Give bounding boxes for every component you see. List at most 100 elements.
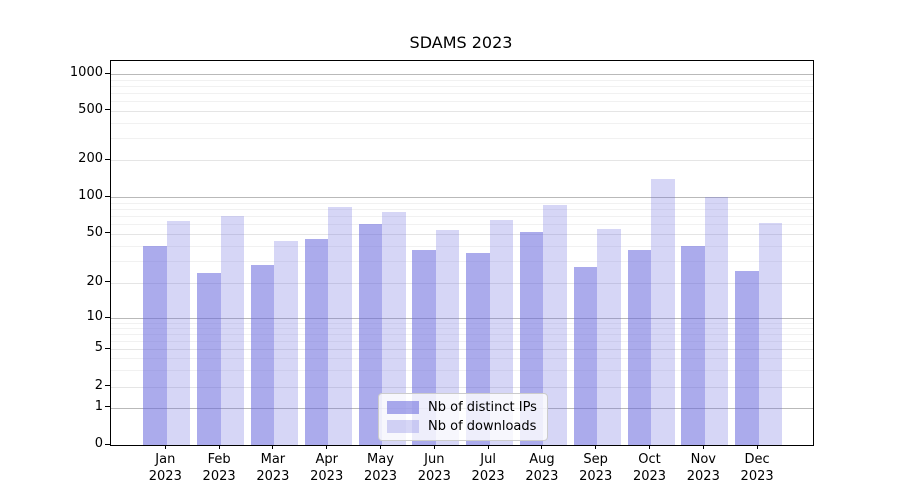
gridline-major-5 [111, 349, 813, 351]
x-tick-mark-jun [433, 445, 435, 449]
gridline-minor-70 [111, 215, 813, 217]
gridline-major-10 [111, 318, 813, 320]
bar-downloads-may [382, 212, 406, 445]
legend-label-downloads: Nb of downloads [428, 419, 537, 434]
legend: Nb of distinct IPs Nb of downloads [378, 393, 548, 441]
gridline-minor-9 [111, 322, 813, 324]
bar-downloads-jan [166, 220, 191, 445]
x-tick-label-sep: Sep 2023 [579, 452, 613, 484]
bar-distinct-ips-jan [143, 245, 167, 445]
bar-downloads-aug [543, 205, 567, 445]
x-tick-mark-apr [326, 445, 328, 449]
gridline-minor-4 [111, 358, 813, 360]
y-tick-mark-200 [105, 158, 110, 160]
gridline-minor-900 [111, 79, 813, 81]
x-tick-label-may: May 2023 [363, 452, 398, 484]
x-tick-mark-mar [272, 445, 274, 449]
bar-distinct-ips-aug [519, 231, 544, 445]
y-tick-label-1: 1 [94, 398, 103, 414]
x-tick-label-jan: Jan 2023 [148, 452, 182, 484]
gridline-minor-700 [111, 93, 813, 95]
plot-area: Nb of distinct IPs Nb of downloads [110, 60, 814, 446]
gridline-major-1000 [111, 74, 813, 76]
y-tick-label-1000: 1000 [69, 65, 103, 81]
x-tick-mark-oct [649, 445, 650, 449]
gridline-minor-7 [111, 334, 813, 336]
bar-downloads-apr [328, 206, 352, 445]
x-tick-label-jun: Jun 2023 [417, 452, 451, 484]
x-tick-label-feb: Feb 2023 [202, 452, 236, 484]
x-tick-label-oct: Oct 2023 [632, 452, 667, 484]
gridline-minor-30 [111, 261, 813, 262]
y-tick-mark-1000 [105, 72, 110, 74]
y-tick-label-10: 10 [86, 309, 103, 325]
bar-downloads-dec [758, 223, 783, 445]
x-tick-label-aug: Aug 2023 [525, 452, 559, 484]
gridline-major-500 [111, 110, 813, 112]
chart-title: SDAMS 2023 [409, 33, 513, 52]
x-tick-mark-may [380, 445, 381, 449]
gridline-major-100 [111, 197, 813, 198]
x-tick-mark-jan [164, 445, 166, 449]
gridline-minor-300 [111, 138, 813, 140]
y-tick-label-5: 5 [94, 340, 103, 356]
x-tick-mark-feb [218, 445, 220, 449]
legend-entry-downloads: Nb of downloads [387, 419, 537, 434]
bar-distinct-ips-dec [735, 270, 759, 445]
x-tick-label-dec: Dec 2023 [740, 452, 774, 484]
gridline-minor-40 [111, 245, 813, 247]
x-tick-mark-sep [595, 445, 597, 449]
y-tick-mark-10 [105, 316, 110, 318]
x-tick-mark-jul [487, 445, 489, 449]
gridline-minor-8 [111, 328, 813, 330]
y-tick-label-500: 500 [78, 101, 103, 117]
bar-distinct-ips-oct [627, 249, 651, 445]
bar-downloads-feb [220, 215, 245, 445]
y-tick-mark-0 [105, 443, 110, 445]
legend-entry-distinct-ips: Nb of distinct IPs [387, 400, 537, 415]
bar-downloads-mar [274, 240, 298, 445]
y-tick-mark-20 [105, 281, 110, 283]
y-tick-mark-5 [105, 347, 110, 349]
bar-downloads-jun [435, 229, 460, 445]
bar-distinct-ips-sep [573, 266, 598, 445]
x-tick-mark-aug [541, 445, 543, 449]
x-tick-label-mar: Mar 2023 [256, 452, 290, 484]
x-tick-mark-dec [756, 445, 758, 449]
bar-distinct-ips-feb [197, 272, 221, 445]
legend-label-distinct-ips: Nb of distinct IPs [428, 400, 537, 415]
bar-downloads-jul [489, 219, 514, 445]
gridline-minor-600 [111, 101, 813, 103]
gridline-minor-80 [111, 208, 813, 210]
bar-distinct-ips-mar [250, 264, 275, 445]
bar-distinct-ips-nov [681, 245, 705, 445]
y-tick-mark-2 [105, 385, 110, 387]
bar-downloads-nov [704, 197, 729, 445]
legend-swatch-distinct-ips-icon [387, 401, 419, 414]
gridline-minor-6 [111, 341, 813, 343]
y-tick-label-200: 200 [78, 151, 103, 167]
y-tick-label-100: 100 [78, 188, 103, 203]
y-tick-label-2: 2 [94, 377, 103, 393]
gridline-minor-800 [111, 85, 813, 87]
x-tick-mark-nov [702, 445, 704, 449]
gridline-major-2 [111, 386, 813, 388]
gridline-minor-3 [111, 370, 813, 372]
x-tick-label-jul: Jul 2023 [471, 452, 505, 484]
legend-swatch-downloads-icon [387, 420, 419, 433]
gridline-major-20 [111, 282, 813, 284]
x-tick-label-apr: Apr 2023 [310, 452, 344, 484]
x-tick-label-nov: Nov 2023 [686, 452, 720, 484]
gridline-major-50 [111, 233, 813, 235]
y-tick-label-20: 20 [86, 273, 103, 289]
gridline-minor-60 [111, 224, 813, 226]
y-tick-mark-100 [105, 195, 110, 197]
gridline-minor-400 [111, 123, 813, 124]
y-tick-mark-50 [105, 232, 110, 234]
y-tick-label-0: 0 [94, 436, 103, 451]
y-tick-mark-500 [105, 109, 110, 111]
bar-downloads-oct [651, 179, 675, 445]
bar-downloads-sep [597, 228, 621, 445]
bar-distinct-ips-may [358, 224, 382, 445]
